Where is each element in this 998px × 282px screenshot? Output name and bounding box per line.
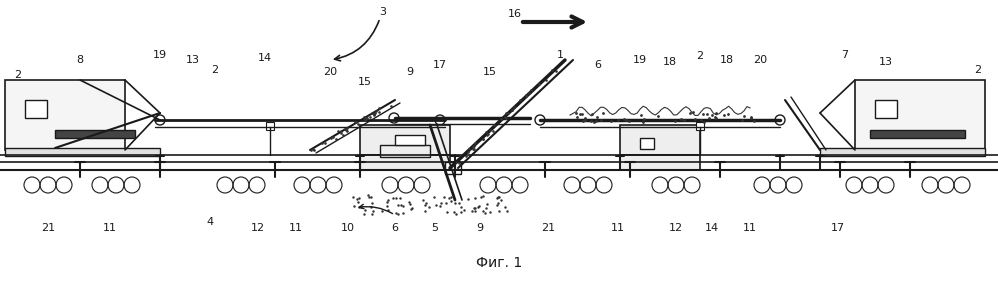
Bar xyxy=(870,130,965,138)
Text: 21: 21 xyxy=(541,223,555,233)
Text: 20: 20 xyxy=(752,55,767,65)
Bar xyxy=(5,148,160,156)
Text: 21: 21 xyxy=(41,223,55,233)
Text: Фиг. 1: Фиг. 1 xyxy=(476,256,522,270)
Text: 12: 12 xyxy=(250,223,265,233)
Text: 13: 13 xyxy=(879,57,893,67)
Text: 19: 19 xyxy=(153,50,167,60)
Text: 2: 2 xyxy=(974,65,982,75)
Text: 3: 3 xyxy=(379,7,386,17)
Text: 17: 17 xyxy=(831,223,845,233)
Bar xyxy=(25,100,47,118)
Text: 13: 13 xyxy=(186,55,200,65)
Bar xyxy=(445,162,461,174)
Bar xyxy=(620,155,700,170)
Text: 11: 11 xyxy=(289,223,303,233)
Text: 12: 12 xyxy=(669,223,683,233)
Bar xyxy=(696,122,704,130)
Text: 7: 7 xyxy=(841,50,848,60)
Text: 4: 4 xyxy=(207,217,214,227)
Bar xyxy=(855,80,985,150)
Text: 18: 18 xyxy=(720,55,735,65)
Bar xyxy=(395,135,425,145)
Bar xyxy=(380,145,430,157)
Text: 9: 9 xyxy=(406,67,413,77)
Text: 6: 6 xyxy=(595,60,602,70)
Text: 16: 16 xyxy=(508,9,522,19)
Bar xyxy=(55,130,135,138)
Bar xyxy=(640,138,654,149)
Text: 10: 10 xyxy=(341,223,355,233)
Text: 20: 20 xyxy=(323,67,337,77)
Text: 14: 14 xyxy=(705,223,720,233)
Text: 2: 2 xyxy=(697,51,704,61)
Text: 11: 11 xyxy=(103,223,117,233)
Text: 11: 11 xyxy=(743,223,757,233)
Bar xyxy=(875,100,897,118)
Bar xyxy=(360,155,450,170)
Bar xyxy=(360,125,450,155)
Text: 1: 1 xyxy=(557,50,564,60)
Text: 8: 8 xyxy=(77,55,84,65)
Bar xyxy=(620,125,700,155)
Text: 11: 11 xyxy=(611,223,625,233)
Text: 14: 14 xyxy=(257,53,272,63)
Bar xyxy=(820,148,985,156)
Bar xyxy=(266,122,274,130)
Text: 15: 15 xyxy=(358,77,372,87)
Text: 17: 17 xyxy=(433,60,447,70)
Bar xyxy=(5,80,125,150)
Text: 5: 5 xyxy=(431,223,438,233)
Text: 6: 6 xyxy=(391,223,398,233)
Text: 9: 9 xyxy=(476,223,484,233)
Text: 15: 15 xyxy=(483,67,497,77)
Text: 18: 18 xyxy=(663,57,677,67)
Text: 2: 2 xyxy=(14,70,22,80)
Text: 2: 2 xyxy=(212,65,219,75)
Text: 19: 19 xyxy=(633,55,647,65)
